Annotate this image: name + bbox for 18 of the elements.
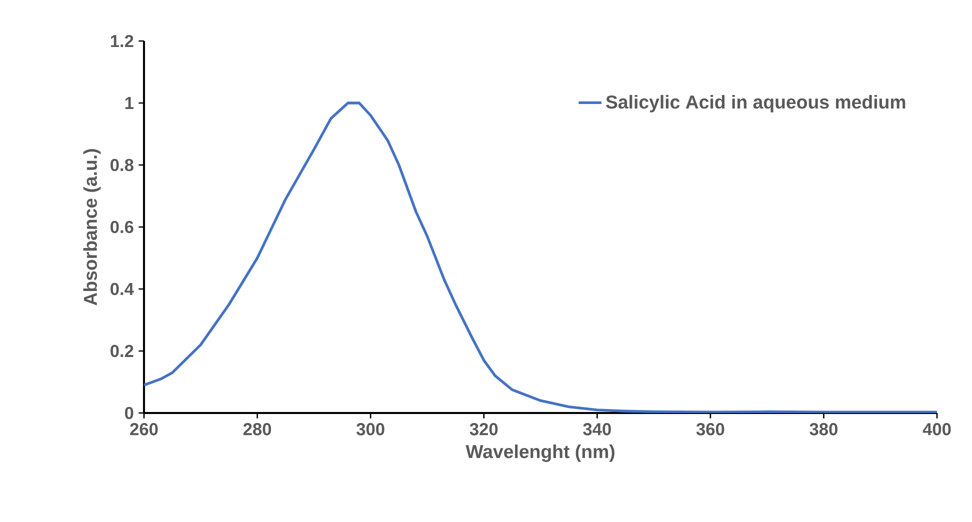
legend-label: Salicylic Acid in aqueous medium <box>606 94 906 112</box>
x-tick-label: 380 <box>810 423 838 436</box>
x-axis-title: Wavelenght (nm) <box>466 444 614 462</box>
x-tick-label: 400 <box>922 423 951 436</box>
x-tick-label: 300 <box>356 423 384 436</box>
x-tick-label: 360 <box>696 423 724 436</box>
y-tick-label: 0.6 <box>110 220 134 234</box>
y-tick-label: 0 <box>125 406 134 420</box>
y-axis-title: Absorbance (a.u.) <box>83 149 101 306</box>
y-tick-label: 1 <box>125 97 134 109</box>
y-tick-label: 0.8 <box>110 158 134 172</box>
y-tick-label: 0.4 <box>110 282 134 296</box>
x-tick-label: 340 <box>583 423 611 436</box>
y-tick-label: 1.2 <box>110 34 134 48</box>
x-tick-label: 320 <box>470 423 498 436</box>
y-tick-label: 0.2 <box>110 344 134 358</box>
x-tick-label: 260 <box>130 423 158 436</box>
x-tick-label: 280 <box>243 423 272 436</box>
